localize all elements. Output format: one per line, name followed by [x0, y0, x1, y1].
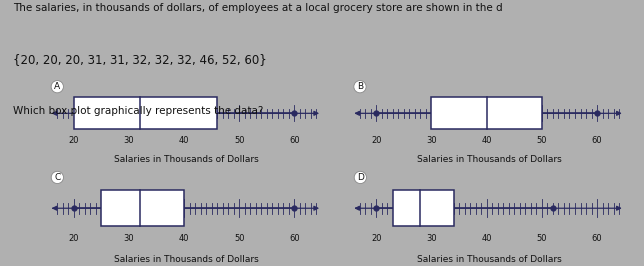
Text: 40: 40: [482, 234, 492, 243]
Text: {20, 20, 20, 31, 31, 32, 32, 32, 46, 52, 60}: {20, 20, 20, 31, 31, 32, 32, 32, 46, 52,…: [13, 53, 267, 66]
Text: 50: 50: [234, 136, 245, 145]
Bar: [431, 97, 542, 129]
Text: 60: 60: [289, 136, 299, 145]
Text: Salaries in Thousands of Dollars: Salaries in Thousands of Dollars: [115, 255, 259, 264]
Text: 60: 60: [289, 234, 299, 243]
Text: 40: 40: [179, 234, 189, 243]
Text: 30: 30: [124, 234, 134, 243]
Text: Salaries in Thousands of Dollars: Salaries in Thousands of Dollars: [417, 255, 562, 264]
Text: Which box plot graphically represents the data?: Which box plot graphically represents th…: [13, 106, 263, 117]
Text: B: B: [357, 82, 363, 91]
Text: A: A: [54, 82, 61, 91]
Text: 60: 60: [592, 234, 602, 243]
Text: Salaries in Thousands of Dollars: Salaries in Thousands of Dollars: [417, 155, 562, 164]
Text: 50: 50: [536, 234, 547, 243]
Text: 20: 20: [371, 234, 381, 243]
Text: 60: 60: [592, 136, 602, 145]
Text: 20: 20: [68, 136, 79, 145]
Text: C: C: [54, 173, 61, 182]
Text: 20: 20: [68, 234, 79, 243]
Text: 50: 50: [234, 234, 245, 243]
Text: 40: 40: [482, 136, 492, 145]
Text: The salaries, in thousands of dollars, of employees at a local grocery store are: The salaries, in thousands of dollars, o…: [13, 3, 502, 13]
Text: D: D: [357, 173, 364, 182]
Bar: [393, 190, 453, 226]
Text: 20: 20: [371, 136, 381, 145]
Text: 30: 30: [426, 234, 437, 243]
Text: 50: 50: [536, 136, 547, 145]
Text: 30: 30: [426, 136, 437, 145]
Bar: [101, 190, 184, 226]
Text: 40: 40: [179, 136, 189, 145]
Text: Salaries in Thousands of Dollars: Salaries in Thousands of Dollars: [115, 155, 259, 164]
Text: 30: 30: [124, 136, 134, 145]
Bar: [73, 97, 217, 129]
